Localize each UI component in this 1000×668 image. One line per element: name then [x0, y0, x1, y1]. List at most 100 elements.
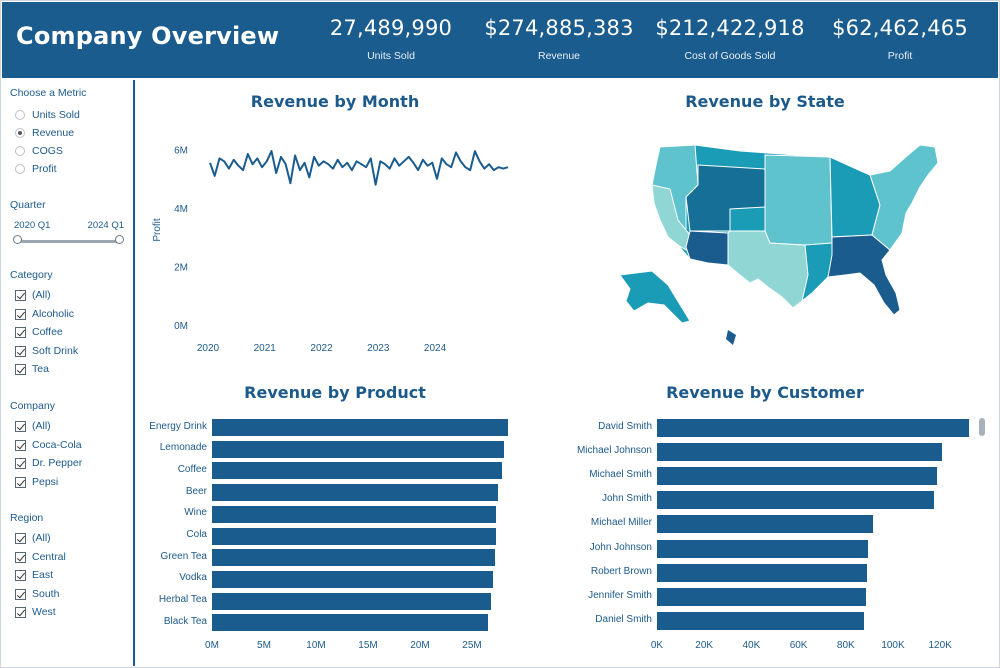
metric-option-revenue[interactable]: Revenue: [15, 125, 74, 141]
company-option-all[interactable]: (All): [15, 418, 51, 434]
bar-category-label: David Smith: [598, 421, 652, 432]
quarter-range-labels: 2020 Q1 2024 Q1: [14, 220, 124, 231]
quarter-to: 2024 Q1: [87, 220, 124, 231]
checkbox-checked-icon[interactable]: [15, 439, 26, 451]
option-label: COGS: [32, 145, 63, 157]
bar[interactable]: [657, 443, 942, 462]
page-title: Company Overview: [16, 22, 280, 50]
option-label: Alcoholic: [32, 308, 75, 320]
bar[interactable]: [657, 539, 869, 558]
option-label: Profit: [32, 163, 57, 175]
region-option-central[interactable]: Central: [15, 549, 66, 565]
state-region-southeast[interactable]: [827, 234, 901, 316]
radio-icon[interactable]: [15, 164, 25, 174]
revenue-by-month-chart[interactable]: 0M 2M 4M 6M Profit 2020 2021 2022 2023 2024: [140, 125, 540, 360]
state-region-northeast[interactable]: [869, 144, 939, 251]
revenue-by-state-map[interactable]: [590, 125, 950, 350]
option-label: Soft Drink: [32, 345, 79, 357]
metric-option-cogs[interactable]: COGS: [15, 143, 63, 159]
x-tick-label: 25M: [462, 640, 482, 651]
bar[interactable]: [657, 419, 969, 437]
bar[interactable]: [212, 592, 491, 610]
category-option-alcoholic[interactable]: Alcoholic: [15, 306, 74, 322]
option-label: Central: [32, 551, 66, 563]
bar[interactable]: [657, 491, 934, 510]
checkbox-checked-icon[interactable]: [15, 476, 26, 488]
bar[interactable]: [212, 419, 509, 436]
bar[interactable]: [657, 515, 874, 534]
bar[interactable]: [212, 440, 505, 458]
state-alaska[interactable]: [619, 270, 691, 324]
bar-category-label: Michael Smith: [589, 469, 652, 481]
customer-chart-scrollbar[interactable]: [979, 418, 985, 436]
checkbox-checked-icon[interactable]: [15, 345, 26, 357]
kpi-label: Profit: [887, 50, 913, 62]
category-option-all[interactable]: (All): [15, 287, 51, 303]
quarter-slider-end-handle[interactable]: [115, 235, 124, 244]
checkbox-checked-icon[interactable]: [15, 326, 26, 338]
radio-selected-icon[interactable]: [15, 128, 25, 138]
checkbox-checked-icon[interactable]: [15, 289, 26, 301]
checkbox-checked-icon[interactable]: [15, 569, 26, 581]
metric-option-units-sold[interactable]: Units Sold: [15, 107, 80, 123]
checkbox-checked-icon[interactable]: [15, 606, 26, 618]
bar[interactable]: [212, 505, 497, 523]
y-tick-label: 0M: [174, 321, 188, 332]
company-option-pepsi[interactable]: Pepsi: [15, 474, 58, 490]
state-region-midwest[interactable]: [829, 156, 881, 238]
x-tick-label: 120K: [928, 640, 952, 651]
series-line[interactable]: [209, 150, 509, 186]
bar-category-label: Coffee: [177, 463, 207, 475]
bar[interactable]: [657, 587, 866, 606]
bar[interactable]: [212, 614, 488, 632]
revenue-by-customer-title: Revenue by Customer: [666, 383, 864, 402]
kpi-label: Revenue: [537, 50, 581, 62]
region-option-south[interactable]: South: [15, 586, 59, 602]
state-hawaii[interactable]: [726, 330, 736, 345]
region-option-east[interactable]: East: [15, 567, 53, 583]
option-label: Coca-Cola: [32, 439, 82, 451]
option-label: South: [32, 588, 60, 600]
x-tick-label: 5M: [257, 640, 271, 651]
bar[interactable]: [212, 462, 503, 480]
checkbox-checked-icon[interactable]: [15, 532, 26, 544]
quarter-from: 2020 Q1: [14, 220, 51, 231]
bar[interactable]: [657, 611, 864, 630]
state-region-plains[interactable]: [764, 154, 833, 246]
kpi-revenue: $274,885,383 Revenue: [474, 16, 644, 62]
company-option-coca-cola[interactable]: Coca-Cola: [15, 437, 82, 453]
category-option-coffee[interactable]: Coffee: [15, 324, 63, 340]
radio-icon[interactable]: [15, 110, 25, 120]
x-tick-label: 20K: [695, 640, 714, 651]
region-option-all[interactable]: (All): [15, 530, 51, 546]
checkbox-checked-icon[interactable]: [15, 363, 26, 375]
metric-option-profit[interactable]: Profit: [15, 161, 57, 177]
x-tick-label: 100K: [881, 640, 905, 651]
y-axis-label: Profit: [152, 218, 163, 242]
x-tick-label: 15M: [358, 640, 378, 651]
x-tick-label: 10M: [306, 640, 326, 651]
bar-category-label: Vodka: [179, 572, 207, 584]
checkbox-checked-icon[interactable]: [15, 588, 26, 600]
radio-icon[interactable]: [15, 146, 25, 156]
checkbox-checked-icon[interactable]: [15, 308, 26, 320]
bar[interactable]: [212, 570, 493, 588]
bar[interactable]: [212, 484, 499, 502]
checkbox-checked-icon[interactable]: [15, 420, 26, 432]
checkbox-checked-icon[interactable]: [15, 457, 26, 469]
kpi-value: $274,885,383: [484, 16, 634, 40]
bar[interactable]: [212, 549, 495, 567]
state-region-california[interactable]: [651, 184, 691, 251]
bar[interactable]: [657, 467, 938, 486]
category-option-tea[interactable]: Tea: [15, 361, 49, 377]
quarter-slider-start-handle[interactable]: [13, 235, 22, 244]
state-region-southwest[interactable]: [685, 230, 729, 266]
category-option-soft-drink[interactable]: Soft Drink: [15, 343, 78, 359]
bar[interactable]: [212, 527, 497, 545]
quarter-slider-track[interactable]: [17, 240, 121, 243]
bar-category-label: Robert Brown: [590, 565, 652, 577]
region-option-west[interactable]: West: [15, 604, 56, 620]
bar[interactable]: [657, 563, 868, 582]
checkbox-checked-icon[interactable]: [15, 551, 26, 563]
company-option-dr-pepper[interactable]: Dr. Pepper: [15, 455, 82, 471]
